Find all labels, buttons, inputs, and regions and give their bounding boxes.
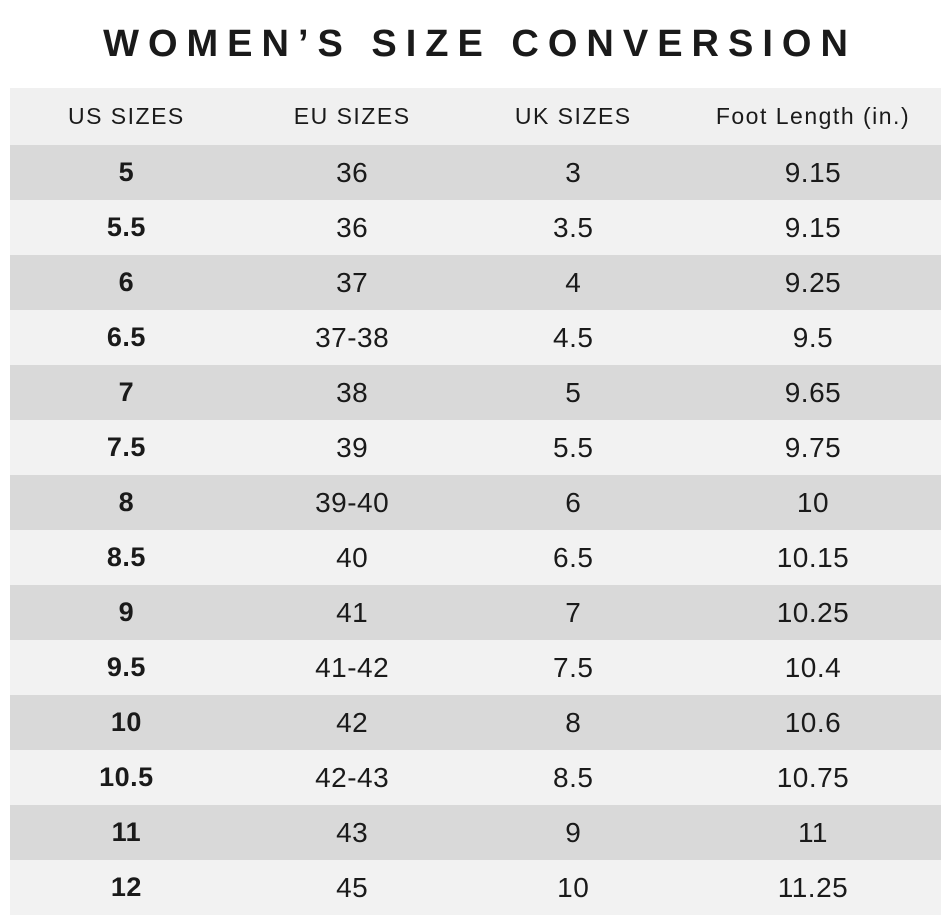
table-cell: 42-43 — [315, 761, 390, 793]
table-cell: 6 — [565, 486, 582, 518]
table-cell: 36 — [336, 211, 369, 243]
table-cell: 10.4 — [784, 651, 842, 683]
table-cell: 7 — [118, 377, 135, 407]
table-row: 5 36 3 9.15 — [10, 145, 941, 200]
table-cell: 11 — [797, 816, 829, 848]
table-cell: 12 — [110, 872, 142, 902]
table-cell: 9.15 — [784, 156, 842, 188]
table-cell: 5 — [565, 376, 582, 408]
table-cell: 39-40 — [315, 486, 390, 518]
table-cell: 6.5 — [106, 322, 146, 352]
table-cell: 9.5 — [106, 652, 146, 682]
table-row: 6 37 4 9.25 — [10, 255, 941, 310]
table-cell: 43 — [336, 816, 369, 848]
table-cell: 7.5 — [553, 651, 594, 683]
table-cell: 10 — [557, 871, 590, 903]
table-header-row: US SIZES EU SIZES UK SIZES Foot Length (… — [10, 88, 941, 145]
table-cell: 3 — [565, 156, 582, 188]
table-row: 12 45 10 11.25 — [10, 860, 941, 915]
table-row: 7 38 5 9.65 — [10, 365, 941, 420]
table-row: 6.5 37-38 4.5 9.5 — [10, 310, 941, 365]
column-header-foot-length: Foot Length (in.) — [684, 88, 941, 145]
column-header-uk-sizes: UK SIZES — [461, 88, 685, 145]
table-cell: 7.5 — [106, 432, 146, 462]
table-cell: 6.5 — [553, 541, 594, 573]
table-cell: 39 — [336, 431, 369, 463]
table-cell: 9 — [118, 597, 135, 627]
table-cell: 10.6 — [784, 706, 842, 738]
table-cell: 37 — [336, 266, 369, 298]
table-row: 7.5 39 5.5 9.75 — [10, 420, 941, 475]
table-cell: 8.5 — [106, 542, 146, 572]
table-cell: 41 — [336, 596, 369, 628]
table-cell: 37-38 — [315, 321, 390, 353]
table-cell: 5.5 — [553, 431, 594, 463]
table-row: 11 43 9 11 — [10, 805, 941, 860]
table-cell: 10 — [110, 707, 142, 737]
table-cell: 9.15 — [784, 211, 842, 243]
table-cell: 4.5 — [553, 321, 594, 353]
table-cell: 9.75 — [784, 431, 842, 463]
table-row: 9 41 7 10.25 — [10, 585, 941, 640]
table-row: 8.5 40 6.5 10.15 — [10, 530, 941, 585]
table-cell: 10.15 — [776, 541, 850, 573]
page-title: WOMEN’S SIZE CONVERSION — [103, 22, 857, 65]
table-cell: 42 — [336, 706, 369, 738]
table-cell: 38 — [336, 376, 369, 408]
column-header-us-sizes: US SIZES — [10, 88, 243, 145]
table-cell: 5.5 — [106, 212, 146, 242]
table-body: 5 36 3 9.15 5.5 36 3.5 9.15 6 37 4 9.25 6.5 37-38 4.5 9… — [10, 145, 941, 915]
table-cell: 41-42 — [315, 651, 390, 683]
table-cell: 9.25 — [784, 266, 842, 298]
table-cell: 10.25 — [776, 596, 850, 628]
table-cell: 36 — [336, 156, 369, 188]
table-cell: 11.25 — [777, 871, 849, 903]
column-header-eu-sizes: EU SIZES — [242, 88, 462, 145]
table-cell: 8 — [118, 487, 135, 517]
table-cell: 10.75 — [776, 761, 850, 793]
table-cell: 11 — [111, 817, 142, 847]
table-cell: 8.5 — [553, 761, 594, 793]
table-cell: 9.65 — [784, 376, 842, 408]
table-row: 9.5 41-42 7.5 10.4 — [10, 640, 941, 695]
table-cell: 5 — [118, 157, 135, 187]
table-row: 5.5 36 3.5 9.15 — [10, 200, 941, 255]
table-cell: 45 — [336, 871, 369, 903]
table-row: 10 42 8 10.6 — [10, 695, 941, 750]
table-row: 8 39-40 6 10 — [10, 475, 941, 530]
table-row: 10.5 42-43 8.5 10.75 — [10, 750, 941, 805]
table-cell: 10 — [796, 486, 830, 518]
table-cell: 8 — [565, 706, 582, 738]
table-cell: 7 — [565, 596, 582, 628]
size-conversion-table: US SIZES EU SIZES UK SIZES Foot Length (… — [10, 88, 941, 915]
table-cell: 40 — [336, 541, 369, 573]
table-cell: 3.5 — [553, 211, 594, 243]
table-cell: 9 — [565, 816, 582, 848]
table-cell: 9.5 — [792, 321, 834, 353]
table-cell: 6 — [118, 267, 135, 297]
size-table-container: US SIZES EU SIZES UK SIZES Foot Length (… — [10, 88, 941, 915]
table-cell: 10.5 — [99, 762, 154, 792]
table-cell: 4 — [565, 266, 582, 298]
